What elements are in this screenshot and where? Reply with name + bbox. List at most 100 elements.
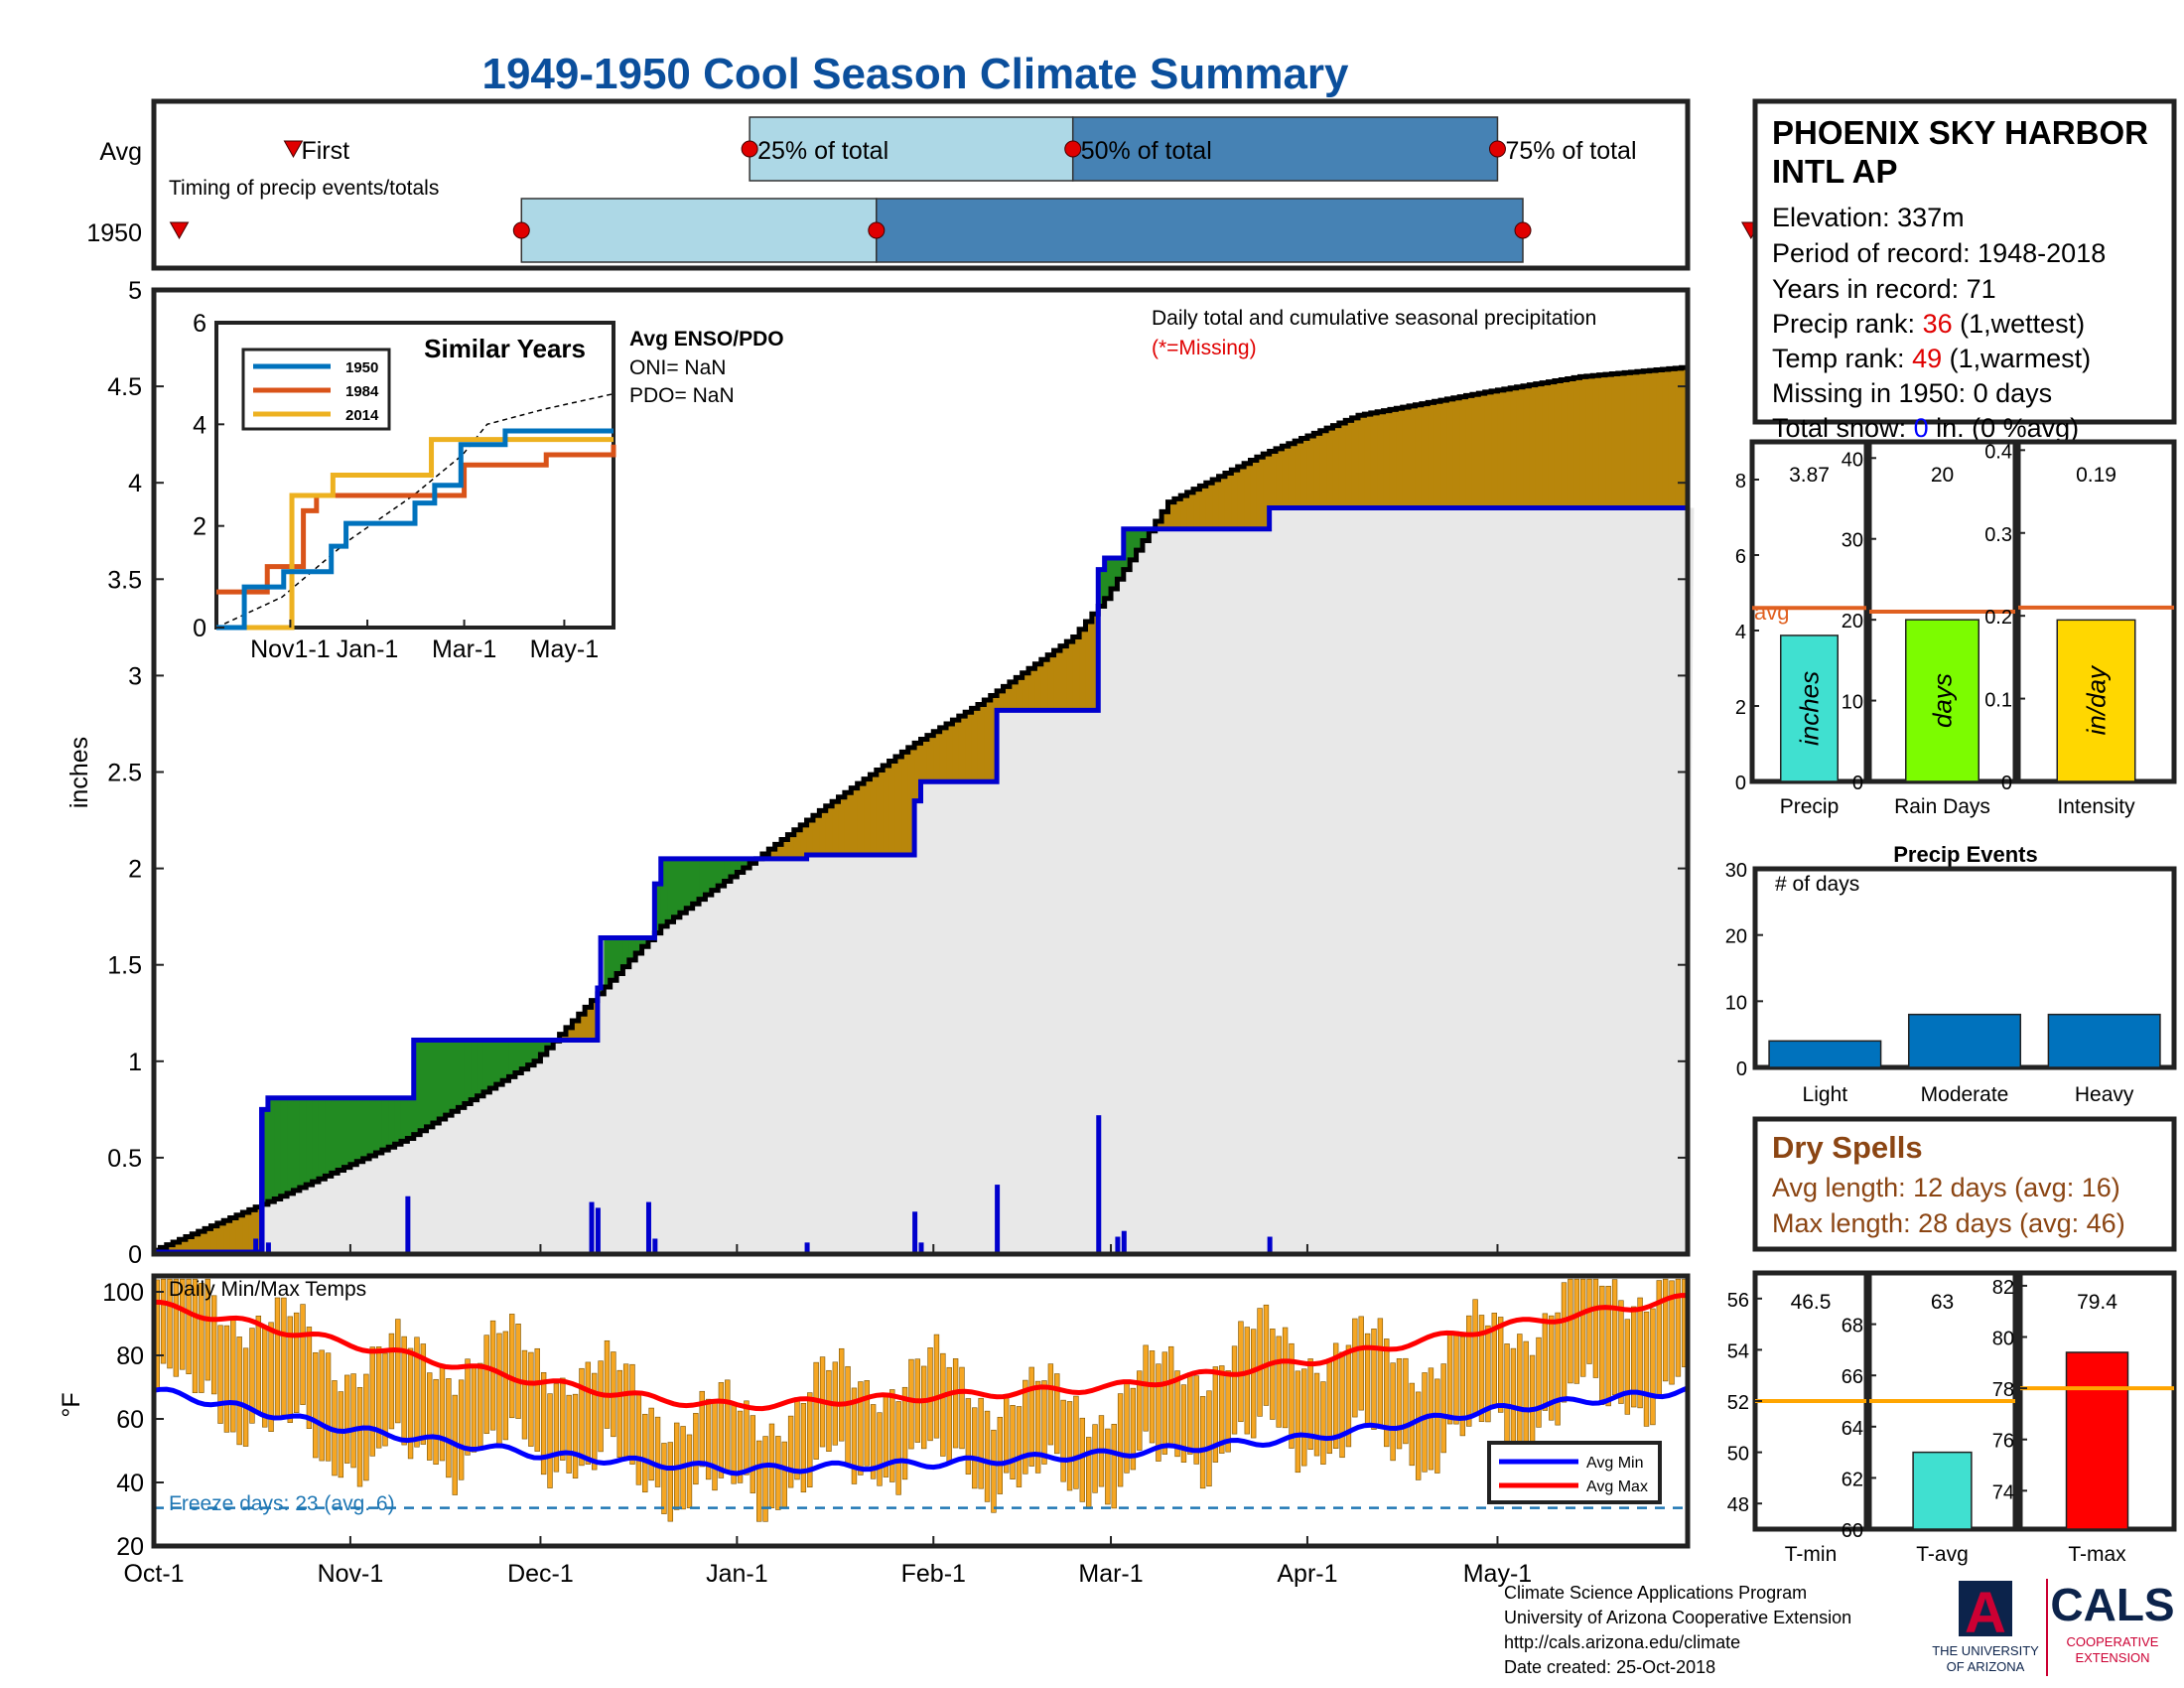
daily-temp-bar	[395, 1319, 401, 1424]
below-average-fill	[1396, 408, 1404, 508]
daily-temp-bar	[1358, 1316, 1364, 1411]
below-average-fill	[1529, 384, 1537, 508]
below-average-fill	[1364, 414, 1372, 508]
daily-temp-bar	[471, 1363, 478, 1453]
event-bar-moderate	[1907, 1013, 2022, 1068]
daily-temp-bar	[382, 1352, 388, 1447]
daily-temp-bar	[1167, 1345, 1174, 1446]
daily-temp-bar	[242, 1347, 249, 1447]
summary-ytick-label: 8	[1735, 471, 1746, 492]
inset-title: Similar Years	[424, 334, 586, 363]
above-average-fill	[1142, 528, 1150, 541]
daily-temp-bar	[223, 1325, 230, 1433]
temp-ytick-label: 48	[1727, 1494, 1749, 1516]
temp-ytick-label: 64	[1842, 1418, 1863, 1440]
daily-temp-bar	[1073, 1395, 1079, 1489]
precip-panel: 0 0.5 1 1.5 2 2.5 3 3.5 4 4.5 5 inches Daily total…	[66, 277, 1695, 1269]
daily-temp-bar	[534, 1347, 540, 1452]
daily-temp-bar	[1212, 1366, 1219, 1463]
precip-ytick-label: 2	[128, 856, 142, 884]
below-average-fill	[1459, 396, 1467, 508]
daily-temp-bar	[585, 1361, 592, 1465]
below-average-fill	[1276, 448, 1284, 508]
daily-temp-bar	[845, 1365, 851, 1465]
below-average-fill	[1205, 483, 1213, 529]
daily-temp-bar	[1592, 1278, 1599, 1378]
below-average-fill	[1016, 677, 1024, 711]
daily-temp-bar	[547, 1393, 553, 1488]
above-average-fill	[413, 1040, 421, 1135]
temps-ytick-label: 60	[116, 1406, 144, 1434]
summary-value-label: 20	[1931, 464, 1954, 487]
daily-temp-bar	[598, 1360, 604, 1453]
below-average-fill	[1548, 381, 1556, 508]
above-average-fill	[287, 1097, 295, 1194]
above-average-fill	[1117, 557, 1125, 580]
daily-temp-bar	[579, 1367, 585, 1467]
daily-temp-bar	[725, 1379, 731, 1474]
daily-temp-bar	[1434, 1378, 1440, 1474]
daily-temp-bar	[1573, 1278, 1579, 1384]
inset-legend-2014: 2014	[345, 407, 379, 424]
daily-temp-bar	[1504, 1343, 1510, 1443]
summary-ytick-label: 0	[1735, 773, 1746, 794]
daily-temp-bar	[515, 1324, 521, 1419]
daily-temp-bar	[978, 1397, 984, 1489]
daily-temp-bar	[180, 1278, 186, 1370]
daily-temp-bar	[952, 1358, 959, 1449]
daily-temp-bar	[1041, 1380, 1047, 1465]
daily-temp-bar	[1124, 1381, 1130, 1474]
above-average-fill	[540, 1040, 548, 1055]
timing-row-1950: 1950	[86, 219, 142, 247]
precip-ytick-label: 3	[128, 662, 142, 690]
daily-temp-bar	[781, 1441, 787, 1508]
below-average-fill	[844, 792, 852, 856]
daily-temp-bar	[160, 1278, 167, 1364]
summary-bar-intensity	[2056, 619, 2136, 782]
above-average-fill	[641, 937, 649, 947]
below-average-fill	[1237, 467, 1245, 529]
above-average-fill	[654, 884, 662, 933]
temp-ytick-label: 62	[1842, 1469, 1863, 1490]
above-average-fill	[306, 1097, 314, 1186]
below-average-fill	[173, 1241, 181, 1253]
daily-temp-bar	[173, 1278, 180, 1377]
below-average-fill	[1244, 463, 1252, 529]
station-snow: Total snow: 0 in. (0 %avg)	[1772, 413, 2079, 443]
precip-summary-bars: avg 3.87 inches 0 2 4 6 8 Precip 20 days 0 10 20 30 40 R…	[1735, 439, 2177, 818]
daily-temp-bar	[1219, 1365, 1225, 1454]
daily-temp-bar	[446, 1378, 452, 1478]
above-average-fill	[293, 1097, 301, 1191]
daily-temp-bar	[1542, 1313, 1549, 1411]
daily-temp-bar	[1345, 1344, 1352, 1448]
events-title: Precip Events	[1893, 842, 2038, 867]
daily-precip-bar	[405, 1196, 411, 1254]
below-average-fill	[1402, 407, 1410, 508]
below-average-fill	[1231, 470, 1239, 529]
daily-temp-bar	[1440, 1363, 1446, 1454]
daily-temp-bar	[1637, 1297, 1643, 1409]
1950-first-marker	[169, 221, 190, 240]
below-average-fill	[1155, 521, 1162, 529]
summary-avg-label: avg	[1754, 600, 1789, 625]
below-average-fill	[223, 1220, 231, 1253]
daily-temp-bar	[1301, 1368, 1307, 1467]
daily-temp-bar	[654, 1416, 661, 1487]
daily-temp-bar	[1624, 1319, 1631, 1415]
above-average-fill	[730, 858, 738, 878]
daily-temp-bar	[661, 1443, 667, 1514]
below-average-fill	[1338, 422, 1346, 508]
station-info: PHOENIX SKY HARBOR INTL AP Elevation: 33…	[1752, 98, 2177, 443]
daily-temp-bar	[1180, 1384, 1187, 1463]
station-period: Period of record: 1948-2018	[1772, 238, 2106, 268]
cals-sub-1: COOPERATIVE	[2067, 1634, 2159, 1649]
daily-temp-bar	[864, 1380, 870, 1467]
temp-ytick-label: 80	[1992, 1329, 2014, 1350]
daily-temp-bar	[1156, 1363, 1161, 1462]
below-average-fill	[1085, 622, 1093, 711]
below-average-fill	[1224, 473, 1232, 529]
above-average-fill	[724, 858, 732, 882]
below-average-fill	[920, 739, 928, 782]
above-average-fill	[356, 1097, 364, 1162]
below-average-fill	[1617, 372, 1625, 508]
